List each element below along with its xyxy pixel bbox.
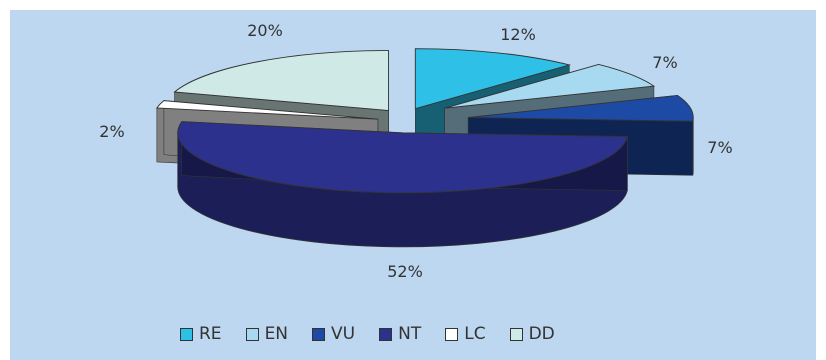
legend-item-nt: NT	[379, 324, 421, 344]
pct-label-nt: 52%	[387, 262, 423, 281]
legend-item-lc: LC	[445, 324, 486, 344]
pct-label-en: 7%	[652, 53, 677, 72]
pct-label-vu: 7%	[707, 138, 732, 157]
legend-label-nt: NT	[398, 324, 422, 344]
pct-label-re: 12%	[500, 25, 536, 44]
legend-item-vu: VU	[312, 324, 355, 344]
legend-label-dd: DD	[528, 324, 555, 344]
legend-item-re: RE	[180, 324, 222, 344]
pct-label-lc: 2%	[99, 122, 124, 141]
legend: RE EN VU NT LC DD	[180, 322, 680, 346]
legend-swatch-lc	[445, 327, 459, 341]
legend-label-re: RE	[199, 324, 222, 344]
legend-item-dd: DD	[509, 324, 555, 344]
legend-swatch-en	[245, 327, 259, 341]
legend-swatch-dd	[509, 327, 523, 341]
legend-swatch-vu	[312, 327, 326, 341]
legend-label-en: EN	[264, 324, 289, 344]
pie-slice-nt	[177, 121, 628, 248]
legend-swatch-nt	[379, 327, 393, 341]
pct-label-dd: 20%	[247, 21, 283, 40]
legend-label-vu: VU	[331, 324, 356, 344]
legend-label-lc: LC	[464, 324, 486, 344]
legend-item-en: EN	[245, 324, 289, 344]
legend-swatch-re	[180, 327, 193, 341]
